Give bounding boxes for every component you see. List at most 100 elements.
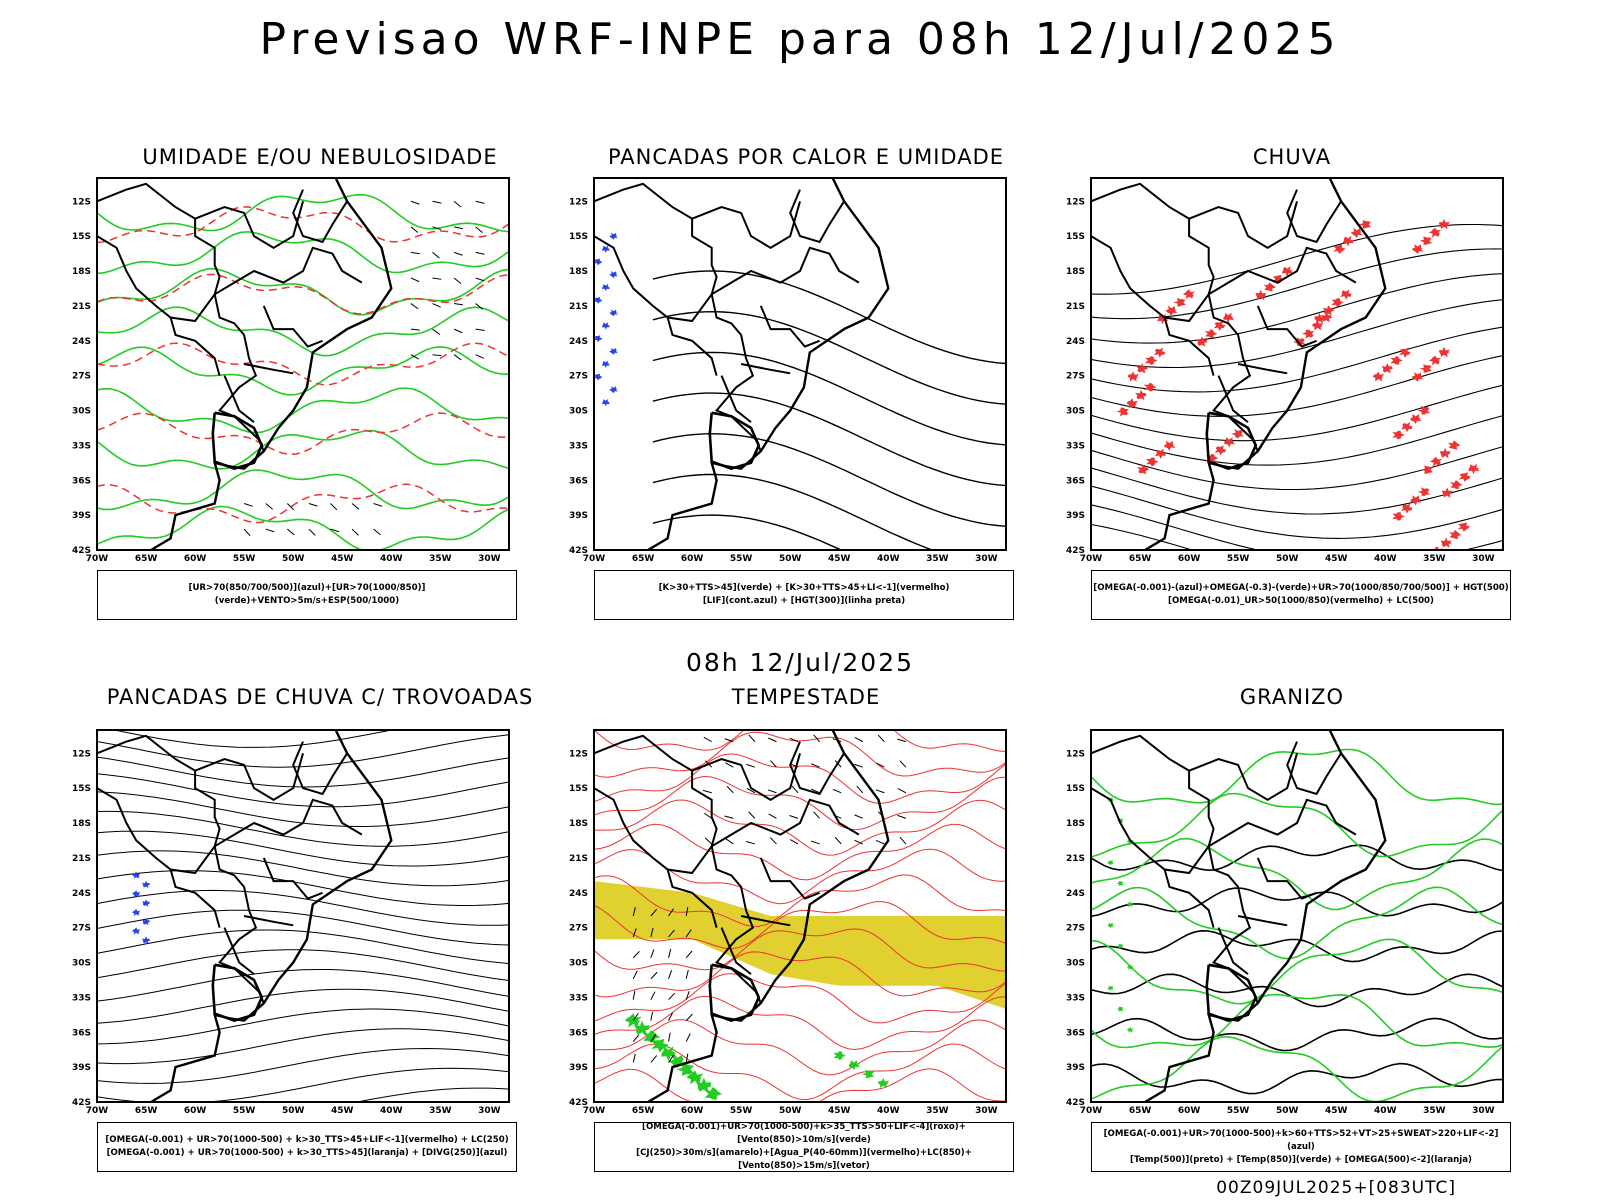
wind-arrow bbox=[410, 328, 420, 331]
wind-arrow bbox=[897, 738, 907, 743]
longitude-tick-label: 50W bbox=[282, 554, 305, 564]
wind-arrow bbox=[724, 815, 734, 819]
latitude-tick-label: 30S bbox=[1066, 959, 1085, 969]
panel-legend: [OMEGA(-0.001)+UR>70(1000-500)+k>60+TTS>… bbox=[1091, 1122, 1511, 1172]
rain-region bbox=[1410, 413, 1422, 424]
wind-arrow bbox=[725, 762, 734, 768]
wind-arrow bbox=[685, 991, 690, 1000]
country-border bbox=[262, 857, 323, 900]
wind-arrow bbox=[475, 354, 485, 359]
rain-region bbox=[1428, 227, 1442, 238]
wind-arrow bbox=[769, 837, 777, 845]
country-border bbox=[594, 734, 762, 1004]
wind-arrow bbox=[834, 836, 842, 845]
country-border bbox=[666, 869, 718, 928]
rain-region bbox=[1320, 312, 1334, 323]
map-frame bbox=[593, 729, 1007, 1103]
map-frame bbox=[96, 177, 510, 551]
latitude-tick-label: 18S bbox=[72, 819, 91, 829]
temp500-contour bbox=[1091, 1017, 1503, 1052]
map-layer bbox=[97, 730, 509, 1102]
omega-region bbox=[1126, 901, 1134, 908]
rain-region bbox=[1293, 337, 1306, 347]
latitude-tick-label: 36S bbox=[569, 476, 588, 486]
wind-arrow bbox=[899, 836, 907, 845]
rain-region bbox=[1135, 389, 1148, 401]
wind-arrow bbox=[475, 200, 485, 204]
wind-arrow bbox=[265, 503, 273, 510]
latitude-tick-label: 42S bbox=[569, 1098, 588, 1108]
map-frame bbox=[96, 729, 510, 1103]
wind-arrow bbox=[685, 907, 689, 917]
humidity-contour bbox=[97, 429, 509, 470]
latitude-tick-label: 42S bbox=[569, 546, 588, 556]
rain-region bbox=[1417, 487, 1431, 496]
divergence-region bbox=[132, 908, 141, 916]
wind-arrow bbox=[453, 328, 463, 334]
latitude-tick-label: 21S bbox=[569, 302, 588, 312]
longitude-tick-label: 45W bbox=[1325, 554, 1348, 564]
country-border bbox=[1091, 734, 1259, 1004]
coastline bbox=[150, 178, 393, 550]
wind-850-region bbox=[833, 1051, 846, 1060]
country-border bbox=[292, 741, 348, 796]
wind-arrow bbox=[432, 354, 442, 357]
country-border bbox=[1208, 798, 1357, 848]
country-border bbox=[594, 787, 713, 875]
rain-region bbox=[1263, 282, 1277, 292]
wind-arrow bbox=[410, 251, 420, 255]
wind-arrow bbox=[632, 1034, 640, 1042]
longitude-tick-label: 30W bbox=[975, 1106, 998, 1116]
streamline-850 bbox=[594, 799, 1006, 856]
temp850-contour bbox=[1091, 993, 1503, 1049]
streamline-850 bbox=[594, 1043, 1006, 1101]
panel-granizo: GRANIZO bbox=[1032, 685, 1552, 1185]
wind-arrow bbox=[373, 528, 381, 536]
divergence-region bbox=[142, 899, 151, 907]
longitude-tick-label: 35W bbox=[429, 1106, 452, 1116]
wind-arrow bbox=[286, 528, 295, 536]
wind-arrow bbox=[243, 503, 253, 507]
streamline-850 bbox=[594, 775, 1006, 831]
latitude-tick-label: 24S bbox=[1066, 337, 1085, 347]
uruguay-outline bbox=[211, 411, 264, 470]
panel-chuva: CHUVA bbox=[1032, 145, 1552, 645]
wind-arrow bbox=[475, 303, 483, 310]
wind-arrow bbox=[668, 1054, 675, 1063]
wind-arrow bbox=[373, 503, 383, 507]
longitude-tick-label: 65W bbox=[632, 554, 655, 564]
wind-arrow bbox=[726, 785, 734, 794]
geopotential-contour bbox=[1091, 355, 1503, 417]
latitude-tick-label: 33S bbox=[1066, 441, 1085, 451]
map-frame bbox=[593, 177, 1007, 551]
wind-arrow bbox=[746, 763, 756, 768]
lif-region bbox=[609, 232, 618, 240]
wind-arrow bbox=[410, 354, 420, 360]
rain-region bbox=[1350, 227, 1363, 238]
country-border bbox=[194, 753, 304, 801]
rain-region bbox=[1342, 235, 1355, 247]
longitude-tick-label: 35W bbox=[429, 554, 452, 564]
wind-arrow bbox=[308, 528, 316, 536]
latitude-tick-label: 15S bbox=[1066, 232, 1085, 242]
country-border bbox=[1188, 753, 1298, 801]
country-border bbox=[1217, 927, 1249, 975]
uruguay-outline bbox=[1205, 411, 1258, 470]
latitude-tick-label: 42S bbox=[72, 546, 91, 556]
legend-line: [OMEGA(-0.001) + UR>70(1000-500) + k>30_… bbox=[105, 1135, 509, 1145]
panel-title: UMIDADE E/OU NEBULOSIDADE bbox=[142, 145, 498, 169]
streamline bbox=[111, 730, 394, 748]
rain-region bbox=[1333, 244, 1347, 254]
longitude-tick-label: 60W bbox=[1178, 554, 1201, 564]
longitude-tick-label: 65W bbox=[135, 554, 158, 564]
wind-arrow bbox=[748, 811, 756, 819]
wind-arrow bbox=[650, 971, 658, 980]
longitude-tick-label: 55W bbox=[730, 554, 753, 564]
legend-line: [OMEGA(-0.001)-(azul)+OMEGA(-0.3)-(verde… bbox=[1093, 583, 1509, 593]
humidity-contour bbox=[97, 469, 509, 511]
rain-region bbox=[1420, 465, 1433, 474]
longitude-tick-label: 30W bbox=[478, 1106, 501, 1116]
wind-arrow bbox=[650, 1033, 657, 1042]
wind-arrow bbox=[410, 226, 419, 233]
geopotential-contour bbox=[1091, 223, 1503, 295]
